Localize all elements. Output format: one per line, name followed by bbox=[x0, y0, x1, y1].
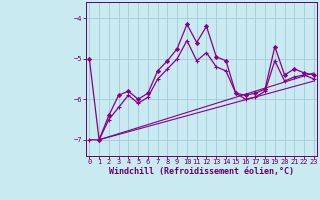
X-axis label: Windchill (Refroidissement éolien,°C): Windchill (Refroidissement éolien,°C) bbox=[109, 167, 294, 176]
